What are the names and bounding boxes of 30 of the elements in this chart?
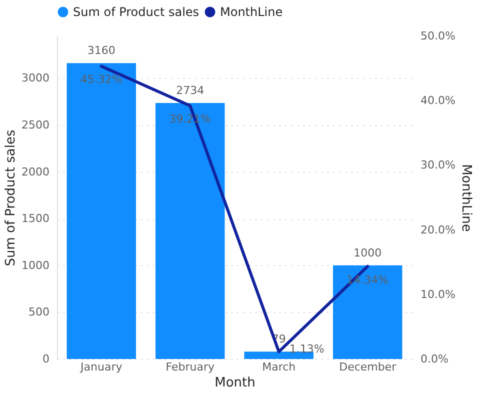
y2-tick-label: 30.0% (420, 158, 456, 172)
data-label: 45.32% (80, 73, 122, 86)
y-tick-label: 1000 (22, 258, 50, 272)
bar (244, 352, 314, 359)
x-tick-label: February (166, 360, 215, 374)
y-tick-label: 1500 (22, 212, 50, 226)
y2-tick-label: 40.0% (420, 94, 456, 108)
y2-tick-label: 50.0% (420, 30, 456, 42)
y2-axis-title: MonthLine (458, 164, 474, 232)
y-tick-label: 3000 (22, 72, 50, 85)
y2-tick-label: 10.0% (420, 288, 456, 301)
y-axis-title: Sum of Product sales (4, 130, 19, 266)
x-axis-title: Month (214, 376, 256, 390)
bar (333, 265, 402, 359)
x-tick-label: March (262, 360, 296, 374)
x-tick-label: January (80, 360, 123, 374)
bar (66, 63, 136, 359)
y-tick-label: 0 (42, 352, 50, 366)
data-label: 2734 (176, 84, 204, 98)
y-tick-label: 2500 (22, 118, 50, 132)
y2-tick-label: 0.0% (420, 352, 448, 366)
legend-label: Sum of Product sales (73, 5, 200, 19)
data-label: 1000 (354, 246, 382, 260)
legend-label: MonthLine (220, 5, 283, 19)
y-tick-label: 500 (28, 306, 50, 319)
y2-tick-label: 20.0% (420, 223, 456, 236)
y-tick-label: 2000 (22, 165, 50, 178)
data-label: 3160 (87, 44, 116, 58)
x-tick-label: December (339, 360, 397, 374)
bar (156, 103, 225, 359)
